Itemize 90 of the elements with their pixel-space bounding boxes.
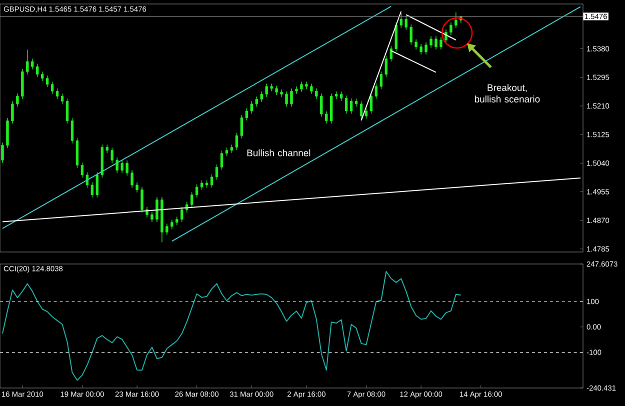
candlestick (235, 132, 238, 150)
candlestick (50, 81, 54, 94)
candlestick (210, 174, 214, 188)
candlestick (56, 88, 59, 100)
candlestick (200, 180, 204, 190)
candlestick (414, 39, 418, 50)
candlestick (170, 219, 174, 230)
candlestick (230, 144, 234, 154)
candlestick (6, 118, 9, 148)
candlestick (255, 96, 258, 107)
candlestick (404, 16, 408, 30)
candlestick (140, 186, 144, 213)
candlestick (215, 164, 218, 180)
candlestick (270, 83, 273, 92)
candlestick (16, 93, 19, 107)
candlestick (450, 22, 452, 36)
candlestick (136, 182, 138, 193)
candlestick (410, 24, 412, 45)
candlestick (265, 83, 268, 98)
candlestick (195, 184, 198, 198)
candlestick (116, 157, 118, 174)
candlestick (384, 56, 388, 78)
candlestick (60, 93, 64, 104)
candlestick (180, 206, 184, 222)
candlestick (36, 64, 39, 78)
candlestick (110, 147, 114, 164)
candlestick (350, 98, 353, 114)
candlestick (330, 93, 333, 124)
candlestick (260, 91, 263, 102)
candlestick (374, 83, 378, 100)
candlestick (424, 42, 428, 55)
candlestick (430, 36, 432, 48)
candlestick (120, 160, 124, 174)
candlestick (21, 68, 24, 100)
candlestick (320, 93, 323, 117)
candlestick (310, 83, 313, 94)
annotation: Bullish channel (247, 149, 310, 156)
candlestick (454, 12, 458, 28)
candlestick (76, 138, 79, 168)
candlestick (126, 160, 128, 176)
candlestick (354, 98, 358, 107)
candlestick (190, 192, 194, 208)
candlestick (41, 71, 44, 82)
candlestick (156, 196, 158, 222)
candlestick (325, 111, 328, 124)
candlestick (245, 108, 248, 121)
candlestick (420, 44, 422, 55)
candlestick (90, 182, 94, 198)
candlestick (166, 223, 168, 236)
candlestick (340, 91, 343, 102)
candlestick (46, 75, 49, 88)
candlestick (275, 86, 278, 96)
candlestick (390, 46, 393, 62)
candlestick (380, 71, 383, 90)
candlestick (106, 144, 108, 154)
candlestick (295, 86, 298, 94)
candlestick (434, 36, 438, 50)
candlestick (70, 118, 74, 144)
candlestick (250, 100, 253, 114)
candlestick (370, 93, 373, 114)
candlestick (130, 170, 134, 188)
candlestick (11, 100, 14, 124)
candlestick (80, 162, 84, 178)
candlestick (31, 58, 34, 70)
candlestick (205, 180, 208, 188)
candlestick (280, 89, 283, 98)
candlestick (440, 37, 442, 50)
candlestick (300, 81, 303, 92)
candlestick (220, 150, 224, 170)
candlestick (335, 91, 338, 100)
candlestick (100, 144, 104, 178)
candlestick (360, 100, 363, 119)
candlestick (344, 95, 348, 114)
candlestick (150, 212, 154, 222)
candlestick (305, 81, 308, 90)
candlestick (26, 50, 29, 75)
candlestick (285, 91, 288, 107)
candlestick (176, 216, 178, 226)
candlestick (290, 88, 293, 107)
candlestick (394, 22, 398, 52)
candlestick (315, 88, 318, 100)
candlestick (1, 142, 4, 164)
candlestick (66, 98, 69, 124)
candlestick (225, 147, 228, 156)
candlestick (96, 172, 99, 198)
annotation: Breakout, bullish scenario (474, 84, 540, 102)
candlestick (240, 114, 244, 139)
candlestick (400, 12, 402, 28)
candlestick (364, 108, 368, 119)
candlestick (160, 196, 164, 242)
